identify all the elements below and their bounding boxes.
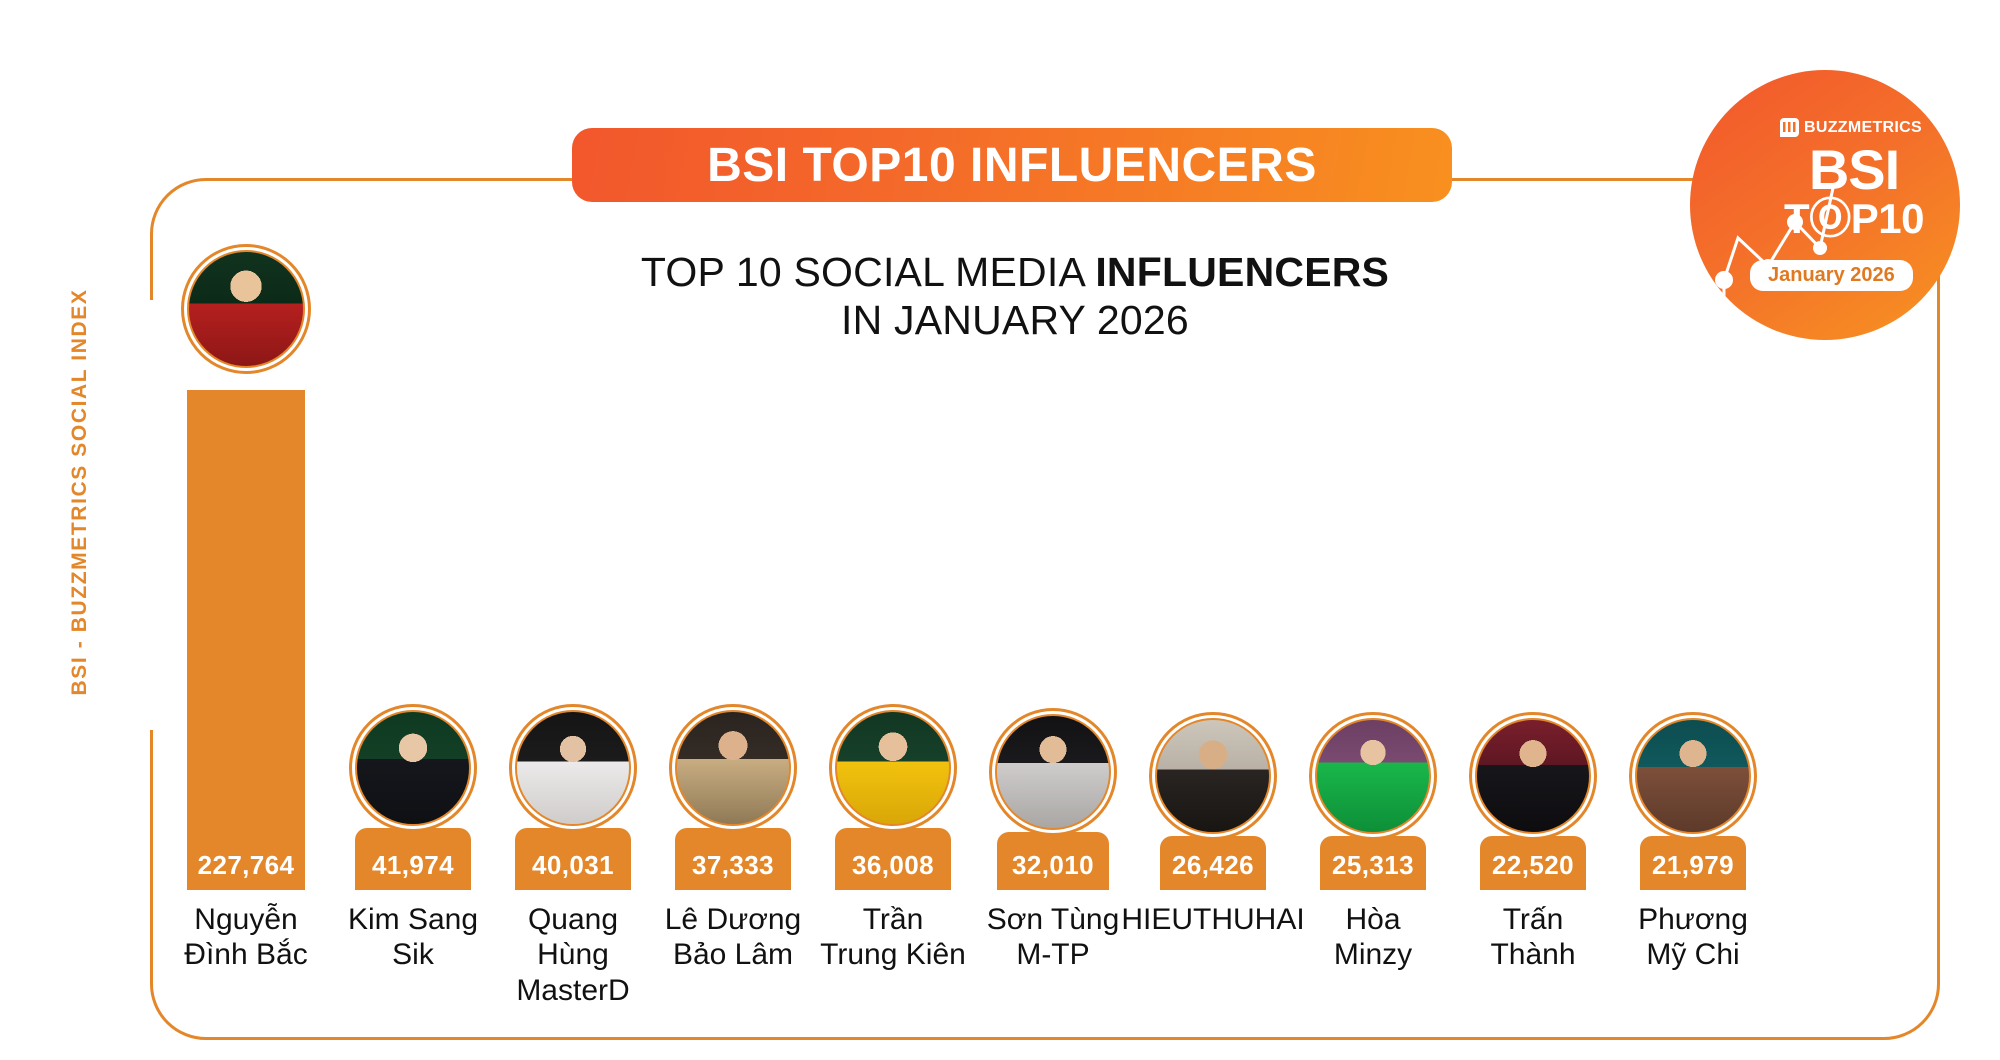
bar: 22,520 Trấn Thành: [1480, 836, 1586, 971]
bar-column: 41,974 Kim Sang Sik: [348, 704, 478, 971]
avatar-nguyen-dinh-bac: [181, 244, 311, 374]
badge-top10-text: TⓄP10: [1784, 195, 1924, 242]
avatar-photo: [1475, 718, 1591, 834]
avatar-tran-trung-kien: [829, 704, 957, 832]
avatar-le-duong-bao-lam: [669, 704, 797, 832]
bar-value-label: 227,764: [197, 850, 295, 880]
main-title-pill: BSI TOP10 INFLUENCERS: [572, 128, 1452, 202]
bar-value-label: 21,979: [1652, 850, 1734, 880]
bar-column: 36,008 Trần Trung Kiên: [820, 704, 966, 971]
subtitle-line1-normal: TOP 10 SOCIAL MEDIA: [640, 249, 1096, 295]
subtitle-line2: IN JANUARY 2026: [841, 297, 1189, 344]
bar-column: 40,031 Quang Hùng MasterD: [508, 704, 638, 1007]
bar: 36,008 Trần Trung Kiên: [820, 828, 966, 971]
bar-chart: 227,764 Nguyễn Đình Bắc 41,974 Kim Sang Sik 40…: [180, 244, 1940, 1007]
bar-name-label: Trấn Thành: [1490, 903, 1576, 972]
bar: 41,974 Kim Sang Sik: [348, 828, 478, 971]
bar-column: 32,010 Sơn Tùng M-TP: [987, 708, 1119, 971]
avatar-son-tung-mtp: [989, 708, 1117, 836]
bar: 26,426 HIEUTHUHAI: [1121, 836, 1305, 936]
avatar-photo: [515, 710, 631, 826]
chart-frame-gap: [140, 300, 166, 730]
avatar-photo: [1315, 718, 1431, 834]
bar-column: 25,313 Hòa Minzy: [1308, 712, 1438, 971]
avatar-photo: [835, 710, 951, 826]
bar-value-label: 36,008: [852, 850, 934, 880]
avatar-kim-sang-sik: [349, 704, 477, 832]
bar-name-label: Trần Trung Kiên: [820, 903, 966, 972]
bar-name-label: Hòa Minzy: [1333, 903, 1413, 972]
bar-name-label: Quang Hùng MasterD: [516, 903, 630, 1007]
avatar-photo: [995, 714, 1111, 830]
bar-value-label: 37,333: [692, 850, 774, 880]
avatar-tran-thanh: [1469, 712, 1597, 840]
bar-value-label: 41,974: [372, 850, 454, 880]
bar-name-label: Kim Sang Sik: [347, 903, 479, 972]
bar-column: 26,426 HIEUTHUHAI: [1121, 712, 1305, 936]
bar-name-label: Sơn Tùng M-TP: [986, 903, 1120, 972]
bar-column: 37,333 Lê Dương Bảo Lâm: [665, 704, 801, 971]
bar-column: 22,520 Trấn Thành: [1468, 712, 1598, 971]
bar-value-label: 40,031: [532, 850, 614, 880]
bar-value-label: 22,520: [1492, 850, 1574, 880]
bar: 40,031 Quang Hùng MasterD: [515, 828, 631, 1007]
badge-date-pill: January 2026: [1750, 260, 1913, 291]
buzzmetrics-mark-icon: [1780, 118, 1799, 137]
badge-bsi-text: BSI: [1808, 138, 1900, 201]
bar: 25,313 Hòa Minzy: [1320, 836, 1426, 971]
bar: 227,764 Nguyễn Đình Bắc: [184, 390, 308, 971]
bar-name-label: Nguyễn Đình Bắc: [184, 903, 308, 972]
bar: 37,333 Lê Dương Bảo Lâm: [665, 828, 801, 971]
avatar-photo: [1635, 718, 1751, 834]
main-title-text: BSI TOP10 INFLUENCERS: [707, 138, 1317, 192]
bsi-top10-badge: BUZZMETRICS BSI TⓄP10 January 2026: [1690, 70, 1960, 340]
avatar-photo: [675, 710, 791, 826]
bar-column: 21,979 Phương Mỹ Chi: [1628, 712, 1758, 971]
bar-name-label: Lê Dương Bảo Lâm: [664, 903, 802, 972]
bar-column: 227,764 Nguyễn Đình Bắc: [180, 244, 312, 971]
subtitle: TOP 10 SOCIAL MEDIA INFLUENCERS IN JANUA…: [500, 248, 1530, 345]
avatar-photo: [187, 250, 305, 368]
bar-name-label: HIEUTHUHAI: [1121, 903, 1305, 936]
bar-name-label: Phương Mỹ Chi: [1638, 903, 1748, 972]
avatar-hoa-minzy: [1309, 712, 1437, 840]
avatar-photo: [1155, 718, 1271, 834]
bar-value-label: 26,426: [1172, 850, 1254, 880]
y-axis-label: BSI - BUZZMETRICS SOCIAL INDEX: [68, 288, 91, 696]
bar-value-label: 25,313: [1332, 850, 1414, 880]
avatar-photo: [355, 710, 471, 826]
subtitle-line1-bold: INFLUENCERS: [1095, 249, 1390, 295]
avatar-hieuthuhai: [1149, 712, 1277, 840]
avatar-phuong-my-chi: [1629, 712, 1757, 840]
buzzmetrics-wordmark: BUZZMETRICS: [1804, 118, 1922, 136]
bar-value-label: 32,010: [1012, 850, 1094, 880]
buzzmetrics-logo: BUZZMETRICS: [1780, 118, 1922, 137]
bar: 32,010 Sơn Tùng M-TP: [987, 832, 1119, 971]
bar: 21,979 Phương Mỹ Chi: [1638, 836, 1748, 971]
avatar-quang-hung-masterd: [509, 704, 637, 832]
